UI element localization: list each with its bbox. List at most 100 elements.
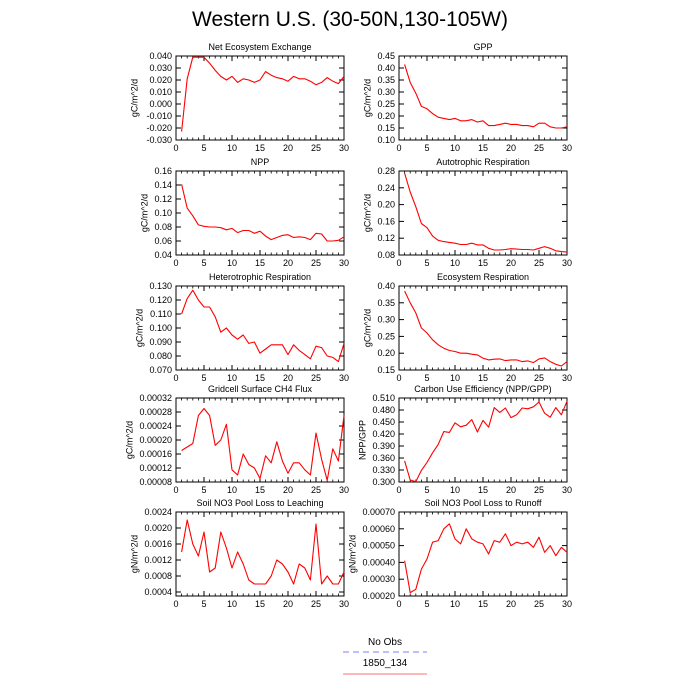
- plot-frame: [175, 285, 345, 371]
- y-tick-label: 0.00030: [362, 574, 395, 584]
- y-tick-label: 0.450: [372, 417, 395, 427]
- y-tick-label: 0.10: [377, 135, 395, 145]
- y-tick-label: 0.0016: [144, 539, 172, 549]
- series-line: [404, 64, 568, 129]
- y-tick-label: 0.45: [377, 51, 395, 61]
- y-axis-label: gC/m^2/d: [135, 309, 145, 347]
- y-tick-label: 0.16: [377, 216, 395, 226]
- x-tick-label: 30: [562, 599, 572, 609]
- x-tick-label: 30: [339, 599, 349, 609]
- chart-panel: Soil NO3 Pool Loss to Runoff 0 5 10 15 20 25 30…: [347, 498, 572, 609]
- series-line: [404, 400, 568, 483]
- x-tick-label: 25: [534, 373, 544, 383]
- x-tick-label: 15: [255, 599, 265, 609]
- chart-title: GPP: [473, 42, 492, 52]
- x-tick-label: 30: [339, 143, 349, 153]
- y-tick-label: 0.08: [377, 250, 395, 260]
- x-tick-label: 25: [311, 485, 321, 495]
- x-tick-label: 25: [534, 258, 544, 268]
- x-tick-label: 5: [201, 143, 206, 153]
- y-tick-label: 0.130: [149, 281, 172, 291]
- y-tick-label: 0.00070: [362, 507, 395, 517]
- plot-frame: [398, 285, 568, 371]
- y-tick-label: 0.080: [149, 351, 172, 361]
- x-tick-label: 15: [255, 485, 265, 495]
- y-tick-label: 0.04: [154, 250, 172, 260]
- chart-panel: Soil NO3 Pool Loss to Leaching 0 5 10 15 20 25…: [129, 498, 349, 609]
- y-tick-label: 0.00032: [139, 393, 172, 403]
- y-tick-label: 0.25: [377, 331, 395, 341]
- y-tick-label: 0.360: [372, 453, 395, 463]
- x-tick-label: 5: [201, 599, 206, 609]
- series-line: [181, 407, 345, 481]
- series-line: [181, 519, 345, 585]
- x-tick-label: 15: [255, 373, 265, 383]
- y-axis-label: gC/m^2/d: [129, 79, 139, 117]
- x-tick-label: 10: [227, 599, 237, 609]
- y-axis-label: gC/m^2/d: [124, 421, 134, 459]
- x-tick-label: 10: [227, 485, 237, 495]
- y-tick-label: 0.35: [377, 298, 395, 308]
- y-tick-label: 0.480: [372, 405, 395, 415]
- y-tick-label: 0.25: [377, 99, 395, 109]
- plot-frame: [398, 170, 568, 256]
- y-tick-label: 0.24: [377, 183, 395, 193]
- series-line: [404, 172, 568, 253]
- y-tick-label: 0.0004: [144, 587, 172, 597]
- plot-frame: [175, 397, 345, 483]
- x-tick-label: 20: [506, 599, 516, 609]
- y-tick-label: 0.0008: [144, 571, 172, 581]
- y-tick-label: 0.390: [372, 441, 395, 451]
- x-tick-label: 15: [478, 143, 488, 153]
- y-tick-label: 0.20: [377, 111, 395, 121]
- y-tick-label: 0.00040: [362, 557, 395, 567]
- x-tick-label: 0: [173, 258, 178, 268]
- x-tick-label: 30: [339, 485, 349, 495]
- y-tick-label: 0.00016: [139, 449, 172, 459]
- y-tick-label: 0.100: [149, 323, 172, 333]
- x-tick-label: 0: [173, 485, 178, 495]
- y-tick-label: 0.28: [377, 166, 395, 176]
- y-tick-label: 0.00060: [362, 524, 395, 534]
- y-axis-label: gC/m^2/d: [363, 194, 373, 232]
- x-tick-label: 0: [396, 485, 401, 495]
- x-tick-label: 0: [396, 143, 401, 153]
- x-tick-label: 20: [506, 373, 516, 383]
- y-tick-label: 0.030: [149, 63, 172, 73]
- y-tick-label: 0.0020: [144, 523, 172, 533]
- x-tick-label: 0: [396, 599, 401, 609]
- x-tick-label: 10: [450, 373, 460, 383]
- y-tick-label: 0.20: [377, 200, 395, 210]
- y-tick-label: 0.16: [154, 166, 172, 176]
- x-tick-label: 0: [396, 258, 401, 268]
- chart-title: Heterotrophic Respiration: [209, 272, 311, 282]
- y-tick-label: 0.00020: [362, 591, 395, 601]
- y-tick-label: 0.14: [154, 180, 172, 190]
- y-tick-label: -0.010: [146, 111, 172, 121]
- legend-label-no-obs: No Obs: [368, 637, 402, 648]
- legend-label-1850: 1850_134: [362, 658, 408, 669]
- x-tick-label: 5: [201, 373, 206, 383]
- x-tick-label: 10: [227, 258, 237, 268]
- y-tick-label: 0.00020: [139, 435, 172, 445]
- chart-panel: Carbon Use Efficiency (NPP/GPP) 0 5 10 15 20 2…: [358, 384, 573, 495]
- y-tick-label: 0.35: [377, 75, 395, 85]
- y-tick-label: 0.15: [377, 123, 395, 133]
- x-tick-label: 5: [201, 485, 206, 495]
- chart-panel: NPP 0 5 10 15 20 25 30 0.04 0.06 0.08 0.10 0.12 0.14 0…: [140, 157, 349, 268]
- x-tick-label: 15: [255, 258, 265, 268]
- x-tick-label: 25: [311, 599, 321, 609]
- x-tick-label: 10: [227, 373, 237, 383]
- chart-panel: Heterotrophic Respiration 0 5 10 15 20 25 30 0.0…: [135, 272, 350, 383]
- x-tick-label: 15: [478, 258, 488, 268]
- y-tick-label: 0.300: [372, 477, 395, 487]
- x-tick-label: 15: [255, 143, 265, 153]
- y-tick-label: -0.030: [146, 135, 172, 145]
- x-tick-label: 15: [478, 485, 488, 495]
- x-tick-label: 30: [339, 258, 349, 268]
- plot-frame: [398, 511, 568, 597]
- y-tick-label: 0.30: [377, 87, 395, 97]
- y-tick-label: 0.330: [372, 465, 395, 475]
- y-tick-label: 0.00012: [139, 463, 172, 473]
